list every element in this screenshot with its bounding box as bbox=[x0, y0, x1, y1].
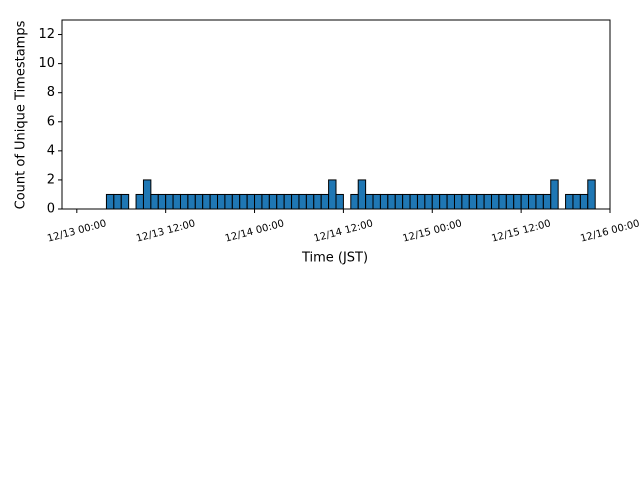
bar bbox=[476, 193, 485, 210]
bar bbox=[365, 193, 374, 210]
y-tick-label: 0 bbox=[47, 202, 55, 217]
bar bbox=[416, 193, 426, 210]
y-tick-label: 12 bbox=[38, 27, 55, 42]
bar bbox=[194, 193, 204, 210]
x-tick-label: 12/13 00:00 bbox=[46, 218, 108, 244]
y-tick-label: 8 bbox=[47, 85, 55, 100]
plot-frame bbox=[61, 19, 611, 210]
bar bbox=[165, 193, 174, 210]
bar bbox=[291, 193, 300, 210]
x-tick-label: 12/15 00:00 bbox=[402, 218, 464, 244]
bar bbox=[372, 193, 381, 210]
bar bbox=[276, 193, 285, 210]
bar bbox=[379, 193, 389, 210]
bar bbox=[424, 193, 433, 210]
bar bbox=[246, 193, 256, 210]
bar bbox=[150, 193, 159, 210]
y-tick-label: 4 bbox=[47, 143, 55, 158]
bar bbox=[431, 193, 441, 210]
bar bbox=[142, 179, 152, 210]
x-tick-label: 12/14 12:00 bbox=[313, 218, 375, 244]
bar bbox=[179, 193, 189, 210]
bar bbox=[453, 193, 463, 210]
bar bbox=[513, 193, 522, 210]
bar bbox=[387, 193, 396, 210]
y-tick-label: 6 bbox=[47, 114, 55, 129]
y-tick-label: 10 bbox=[38, 56, 55, 71]
bar bbox=[268, 193, 278, 210]
bar bbox=[505, 193, 515, 210]
bar bbox=[542, 193, 552, 210]
y-axis-label: Count of Unique Timestamps bbox=[14, 20, 29, 209]
bar bbox=[239, 193, 248, 210]
bar bbox=[202, 193, 211, 210]
x-tick-label: 12/13 12:00 bbox=[135, 218, 197, 244]
bar bbox=[587, 179, 596, 210]
bar bbox=[402, 193, 411, 210]
x-tick-label: 12/15 12:00 bbox=[490, 218, 552, 244]
bar bbox=[254, 193, 263, 210]
bar bbox=[579, 193, 589, 210]
bar bbox=[357, 179, 367, 210]
bar bbox=[187, 193, 196, 210]
bar bbox=[350, 193, 359, 210]
bar bbox=[120, 193, 130, 210]
bar bbox=[298, 193, 307, 210]
x-tick-label: 12/14 00:00 bbox=[224, 218, 286, 244]
bar bbox=[217, 193, 226, 210]
bar bbox=[261, 193, 270, 210]
bar bbox=[113, 193, 122, 210]
bar bbox=[439, 193, 448, 210]
y-tick-label: 2 bbox=[47, 172, 55, 187]
bar bbox=[491, 193, 500, 210]
bar bbox=[313, 193, 322, 210]
x-axis-label: Time (JST) bbox=[301, 251, 368, 266]
bar bbox=[565, 193, 574, 210]
bar bbox=[483, 193, 493, 210]
bar bbox=[394, 193, 404, 210]
bar bbox=[446, 193, 455, 210]
bar bbox=[520, 193, 530, 210]
bar bbox=[231, 193, 241, 210]
bar bbox=[328, 179, 337, 210]
bar bbox=[535, 193, 544, 210]
bar bbox=[498, 193, 507, 210]
bar bbox=[135, 193, 144, 210]
bar bbox=[468, 193, 478, 210]
bar bbox=[409, 193, 418, 210]
bar bbox=[550, 179, 559, 210]
bar bbox=[172, 193, 181, 210]
bar bbox=[305, 193, 315, 210]
bar bbox=[461, 193, 470, 210]
bar bbox=[335, 193, 344, 210]
bar bbox=[157, 193, 167, 210]
bar bbox=[105, 193, 115, 210]
bar bbox=[320, 193, 330, 210]
bar bbox=[224, 193, 233, 210]
bar bbox=[528, 193, 537, 210]
bar bbox=[209, 193, 219, 210]
bar bbox=[283, 193, 293, 210]
bar bbox=[572, 193, 581, 210]
x-tick-label: 12/16 00:00 bbox=[579, 218, 640, 244]
